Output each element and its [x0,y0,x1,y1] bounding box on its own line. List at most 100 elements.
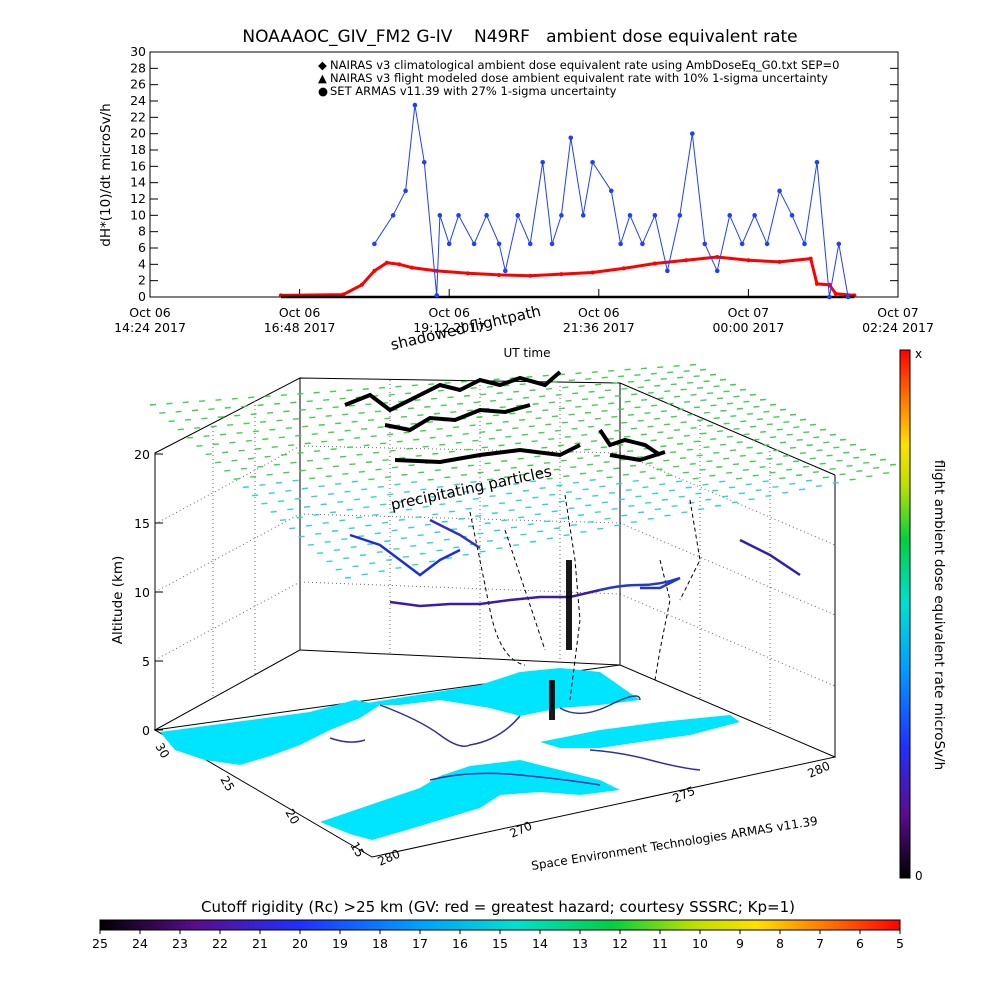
y-tick-label: 12 [130,191,146,206]
particle-dash [772,487,778,488]
particle-dash [365,404,371,405]
rigidity-tick-label: 25 [92,936,108,951]
particle-dash [806,480,812,481]
y-tick-label: 26 [130,77,146,92]
particle-dash [750,461,756,462]
particle-dash [234,415,240,416]
particle-dash [585,505,591,506]
particle-dash [617,445,623,446]
particle-dash [490,401,496,402]
particle-dash [664,424,670,425]
armas-point [640,242,645,247]
particle-dash [159,413,165,414]
particle-dash [602,411,608,412]
particle-dash [408,527,414,528]
particle-dash [403,557,409,558]
particle-dash [418,472,424,473]
particle-dash [817,450,823,451]
particle-dash [541,447,547,448]
particle-dash [644,380,650,381]
particle-dash [285,491,291,492]
particle-dash [631,428,637,429]
y-tick-label: 4 [138,256,146,271]
particle-dash [659,484,665,485]
particle-dash [528,524,534,525]
particle-dash [732,502,738,503]
particle-dash [406,448,412,449]
particle-dash [489,438,495,439]
particle-dash [472,440,478,441]
particle-dash [383,460,389,461]
particle-dash [612,509,618,510]
armas-point [815,160,820,165]
armas-point [434,293,439,298]
particle-dash [565,401,571,402]
particle-dash [287,509,293,510]
particle-dash [674,430,680,431]
lon-tick-label: 270 [508,819,535,841]
particle-dash [695,493,701,494]
particle-dash [385,418,391,419]
particle-dash [384,541,390,542]
particle-dash [309,417,315,418]
particle-dash [661,379,667,380]
particle-dash [672,506,678,507]
particle-dash [503,422,509,423]
particle-dash [688,503,694,504]
particle-dash [592,372,598,373]
particle-dash [753,406,759,407]
particle-dash [652,493,658,494]
rigidity-tick-label: 9 [736,936,744,951]
particle-dash [300,470,306,471]
particle-dash [710,405,716,406]
particle-dash [430,437,436,438]
particle-dash [562,387,568,388]
particle-dash [461,475,467,476]
particle-dash [432,454,438,455]
armas-point [740,242,745,247]
particle-dash [554,469,560,470]
particle-dash [712,490,718,491]
particle-dash [302,488,308,489]
particle-dash [575,407,581,408]
particle-dash [766,458,772,459]
particle-dash [667,438,673,439]
particle-dash [863,463,869,464]
rigidity-tick-label: 14 [532,936,548,951]
particle-dash [352,481,358,482]
particle-dash [697,455,703,456]
particle-dash [866,476,872,477]
particle-dash [305,443,311,444]
particle-dash [255,449,261,450]
particle-dash [466,508,472,509]
particle-dash [518,517,524,518]
colorbar-top-label: x [915,347,922,361]
particle-dash [648,519,654,520]
particle-dash [290,462,296,463]
particle-dash [674,366,680,367]
particle-dash [218,417,224,418]
particle-dash [737,408,743,409]
particle-dash [724,391,730,392]
particle-dash [598,397,604,398]
particle-dash [436,550,442,551]
particle-dash [746,484,752,485]
particle-dash [395,386,401,387]
armas-point [413,103,418,108]
particle-dash [447,397,453,398]
particle-dash [679,496,685,497]
particle-dash [252,495,258,496]
lat-tick-label: 20 [282,807,302,827]
particle-dash [335,423,341,424]
particle-dash [286,428,292,429]
particle-dash [522,434,528,435]
particle-dash [259,485,265,486]
armas-point [472,242,477,247]
particle-dash [618,376,624,377]
particle-dash [760,400,766,401]
particle-dash [416,456,422,457]
particle-dash [810,458,816,459]
particle-dash [750,426,756,427]
particle-dash [830,435,836,436]
particle-dash [673,466,679,467]
